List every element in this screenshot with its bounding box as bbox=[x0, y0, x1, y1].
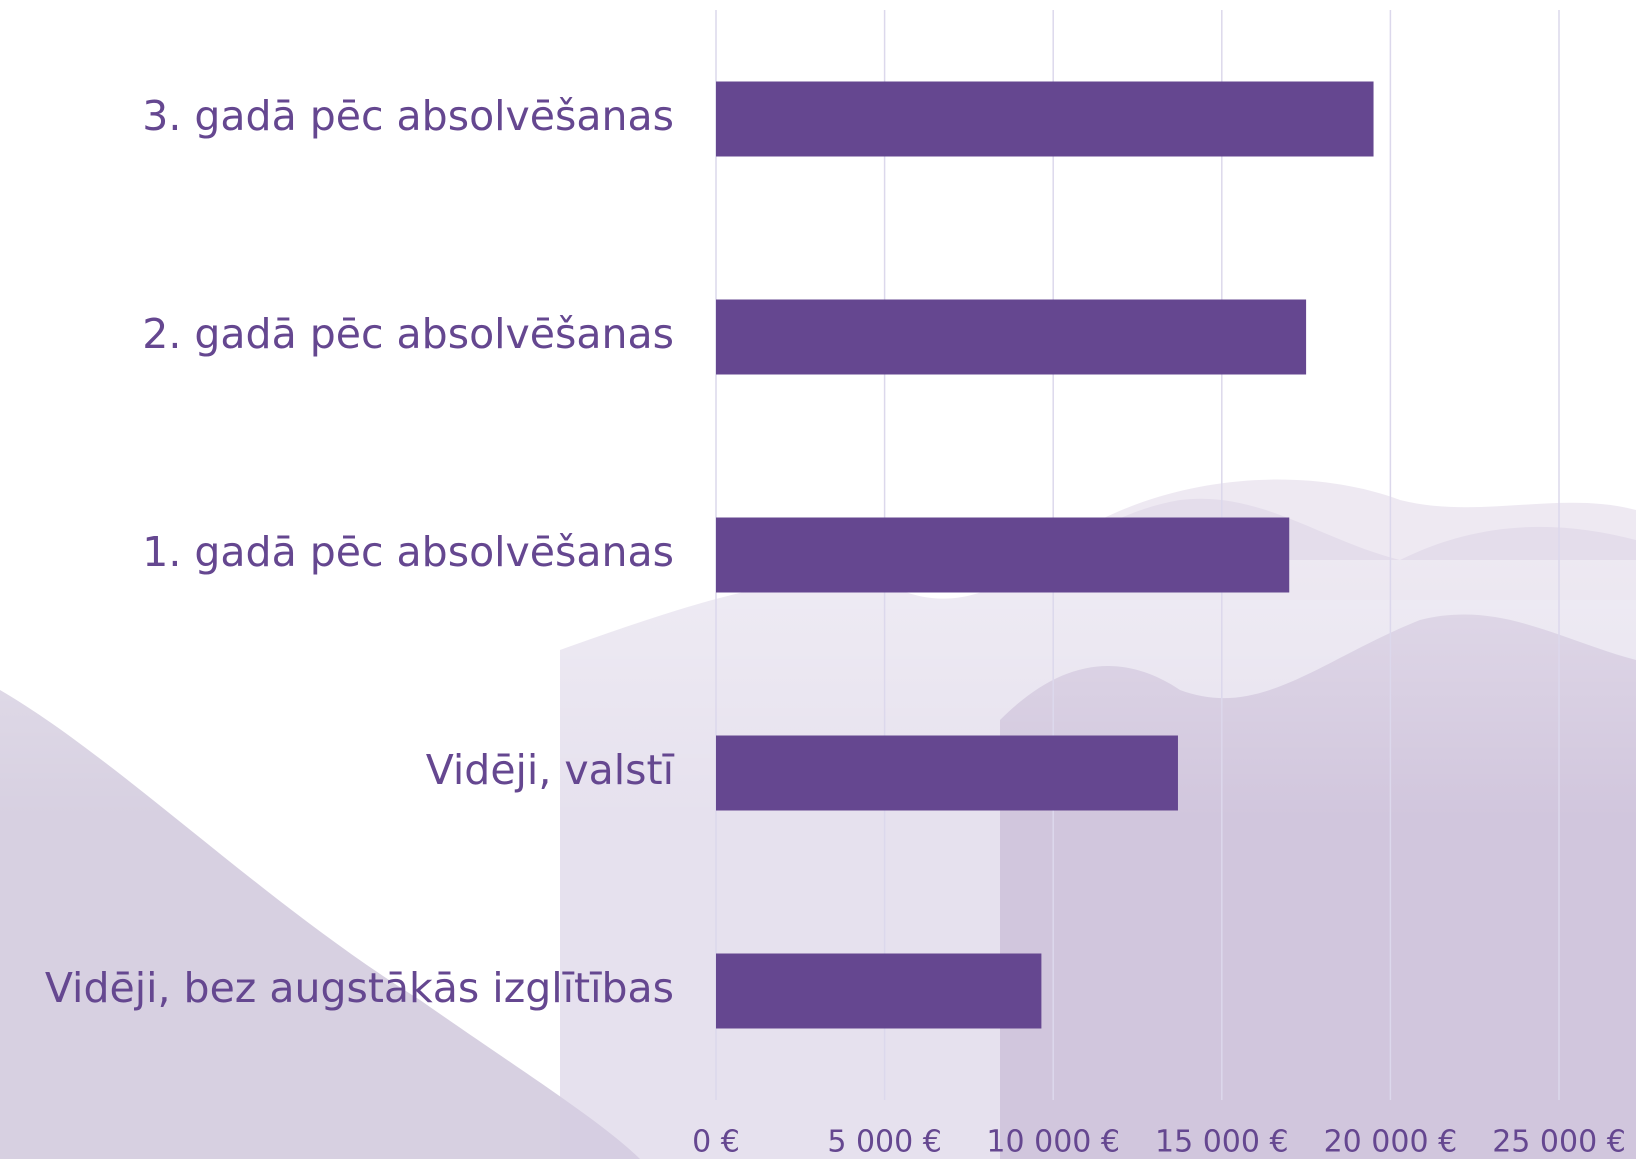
bar bbox=[716, 300, 1306, 375]
bar bbox=[716, 82, 1374, 157]
page: {"chart_data": {"type": "bar", "orientat… bbox=[0, 0, 1636, 1159]
bar bbox=[716, 736, 1178, 811]
y-tick-label: 1. gadā pēc absolvēšanas bbox=[142, 528, 674, 576]
x-tick-label: 10 000 € bbox=[986, 1125, 1120, 1159]
y-tick-label: Vidēji, valstī bbox=[426, 746, 675, 794]
y-tick-label: Vidēji, bez augstākās izglītības bbox=[45, 964, 674, 1012]
x-tick-label: 25 000 € bbox=[1492, 1125, 1626, 1159]
chart: 0 € 5 000 € 10 000 € 15 000 € 20 000 € 25 000… bbox=[0, 0, 1636, 1159]
x-tick-label: 0 € bbox=[692, 1125, 740, 1159]
y-tick-label: 2. gadā pēc absolvēšanas bbox=[142, 310, 674, 358]
x-tick-label: 15 000 € bbox=[1155, 1125, 1289, 1159]
y-tick-label: 3. gadā pēc absolvēšanas bbox=[142, 92, 674, 140]
bar bbox=[716, 954, 1041, 1029]
bar bbox=[716, 518, 1289, 593]
x-tick-label: 5 000 € bbox=[827, 1125, 942, 1159]
x-tick-label: 20 000 € bbox=[1324, 1125, 1458, 1159]
